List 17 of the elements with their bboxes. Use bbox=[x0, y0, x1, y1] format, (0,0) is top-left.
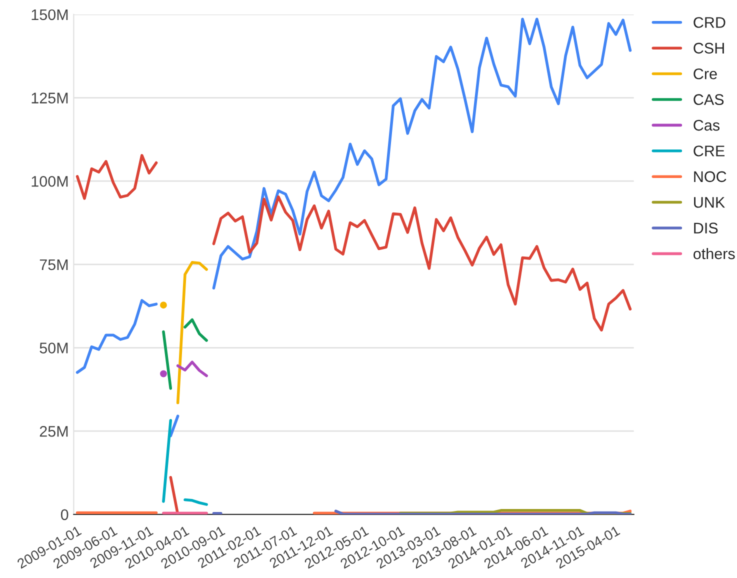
legend-label: UNK bbox=[694, 197, 725, 208]
legend-label: NOC bbox=[694, 171, 726, 182]
legend-label: CAS bbox=[694, 94, 724, 105]
y-tick-label: 75M bbox=[40, 259, 68, 270]
y-tick-label: 50M bbox=[40, 342, 68, 354]
legend-label: Cas bbox=[694, 120, 720, 131]
legend-label: CRD bbox=[694, 17, 726, 28]
legend-label: CSH bbox=[694, 42, 724, 54]
legend-label: CRE bbox=[694, 146, 724, 156]
y-tick-label: 100M bbox=[32, 176, 68, 187]
y-tick-label: 25M bbox=[40, 426, 68, 437]
legend-label: others bbox=[694, 248, 735, 260]
legend-label: DIS bbox=[694, 222, 718, 234]
y-tick-label: 125M bbox=[32, 92, 68, 104]
legend-label: Cre bbox=[694, 68, 717, 80]
y-tick-label: 150M bbox=[32, 9, 68, 20]
y-tick-label: 0 bbox=[60, 509, 68, 520]
